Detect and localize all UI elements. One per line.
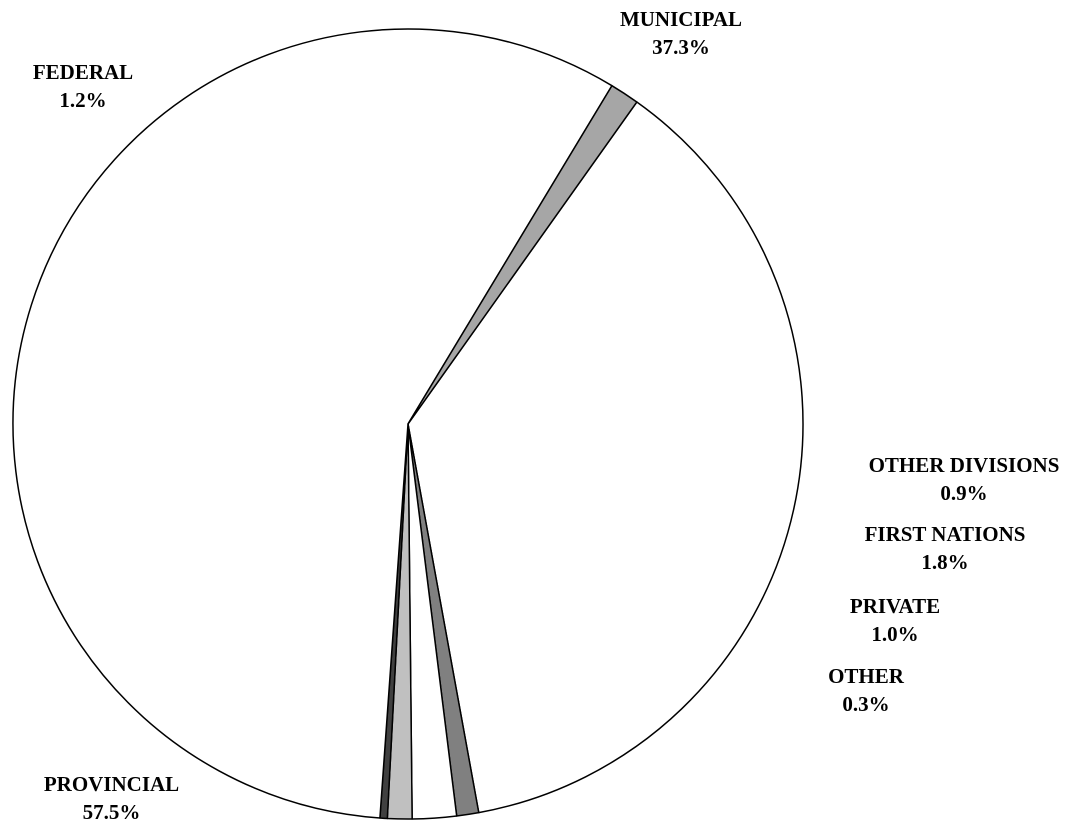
slice-name: FEDERAL: [32, 60, 134, 84]
pie-slice-provincial: [12, 28, 613, 819]
slice-percent: 37.3%: [652, 35, 710, 59]
slice-name: PRIVATE: [849, 594, 941, 618]
slice-label-other: OTHER 0.3%: [820, 662, 912, 718]
slice-percent: 1.8%: [921, 550, 969, 574]
slice-name: OTHER: [828, 664, 904, 688]
slice-percent: 0.9%: [940, 481, 988, 505]
slice-percent: 0.3%: [842, 692, 890, 716]
slice-percent: 57.5%: [82, 800, 141, 824]
slice-name: OTHER DIVISIONS: [868, 453, 1060, 477]
slice-label-municipal: MUNICIPAL 37.3%: [611, 5, 751, 61]
slice-name: FIRST NATIONS: [864, 522, 1026, 546]
slice-name: MUNICIPAL: [619, 7, 743, 31]
slice-percent: 1.0%: [871, 622, 919, 646]
slice-name: PROVINCIAL: [43, 772, 180, 796]
slice-label-first-nations: FIRST NATIONS 1.8%: [845, 520, 1045, 576]
slice-percent: 1.2%: [59, 88, 107, 112]
slice-label-provincial: PROVINCIAL 57.5%: [24, 770, 199, 826]
pie-slices: [12, 28, 804, 820]
slice-label-private: PRIVATE 1.0%: [830, 592, 960, 648]
slice-label-other-divisions: OTHER DIVISIONS 0.9%: [850, 451, 1078, 507]
pie-slice-municipal: [407, 101, 804, 814]
pie-slice-federal: [407, 84, 638, 425]
slice-label-federal: FEDERAL 1.2%: [14, 58, 152, 114]
